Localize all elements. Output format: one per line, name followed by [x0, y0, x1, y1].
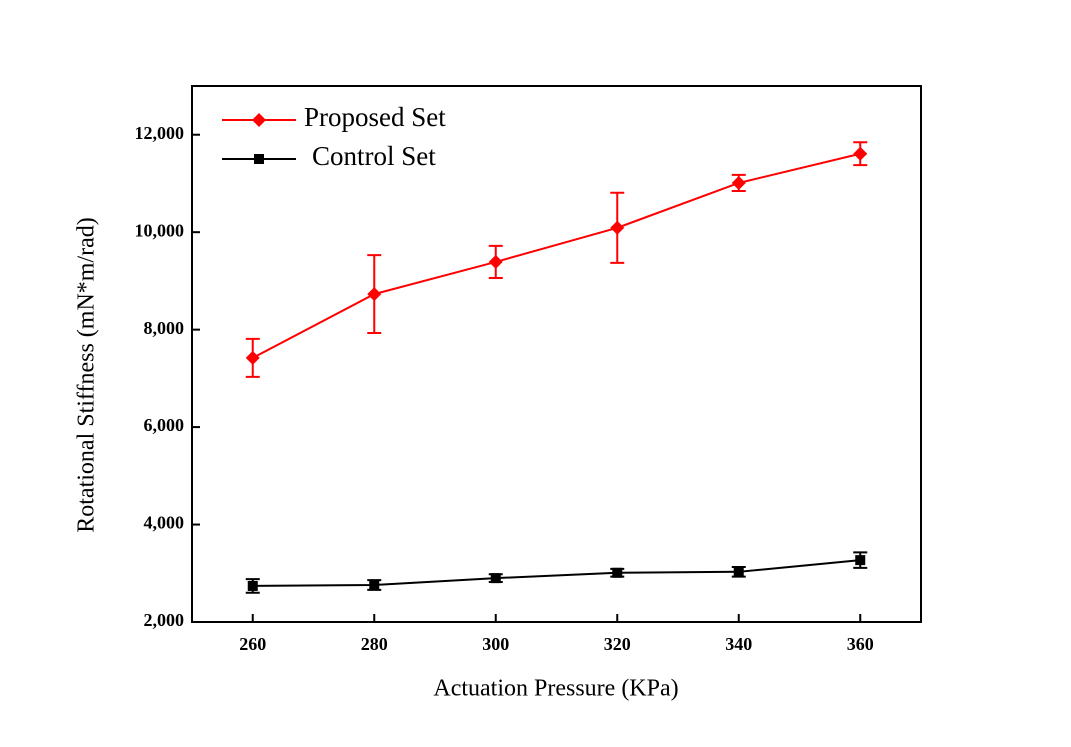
data-point — [247, 580, 258, 591]
legend-label: Proposed Set — [304, 102, 446, 132]
data-point — [610, 220, 625, 235]
data-point — [612, 567, 623, 578]
x-tick-label: 340 — [725, 634, 752, 654]
x-tick-label: 260 — [239, 634, 266, 654]
x-tick-label: 320 — [604, 634, 631, 654]
data-point — [490, 573, 501, 584]
y-tick-label: 2,000 — [144, 610, 185, 630]
data-point — [245, 350, 260, 365]
y-tick-label: 4,000 — [144, 513, 185, 533]
data-point — [488, 254, 503, 269]
legend-marker — [252, 113, 266, 127]
y-tick-label: 10,000 — [135, 220, 185, 240]
legend-label: Control Set — [312, 141, 436, 171]
x-tick-label: 360 — [847, 634, 874, 654]
y-axis-label: Rotational Stiffness (mN*m/rad) — [74, 217, 100, 533]
y-tick-label: 8,000 — [144, 318, 185, 338]
x-tick-label: 300 — [482, 634, 509, 654]
data-point — [367, 287, 382, 302]
data-point — [733, 566, 744, 577]
y-tick-label: 6,000 — [144, 415, 185, 435]
data-point — [731, 175, 746, 190]
series-line — [252, 152, 861, 359]
plot-frame — [191, 85, 922, 623]
x-axis-label: Actuation Pressure (KPa) — [433, 676, 678, 702]
data-point — [853, 146, 868, 161]
series-line — [252, 559, 861, 587]
data-point — [855, 555, 866, 566]
data-point — [369, 579, 380, 590]
x-tick-label: 280 — [361, 634, 388, 654]
legend-marker — [254, 154, 264, 164]
y-tick-label: 12,000 — [135, 123, 185, 143]
